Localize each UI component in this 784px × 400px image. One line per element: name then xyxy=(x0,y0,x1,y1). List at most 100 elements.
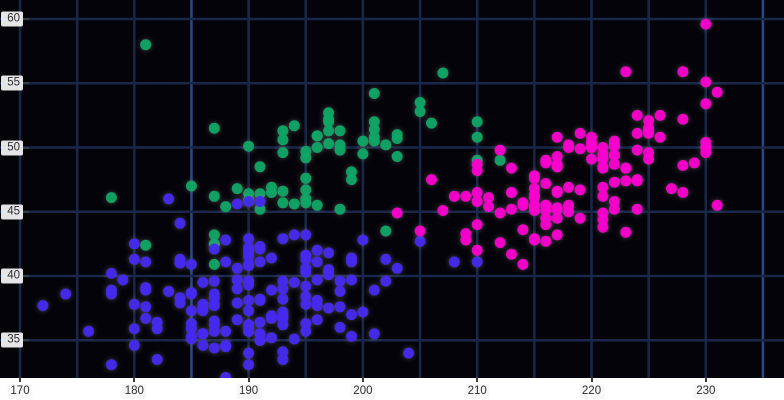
scatter-point xyxy=(620,226,632,238)
scatter-point xyxy=(574,212,586,224)
scatter-point xyxy=(414,106,426,117)
scatter-point xyxy=(140,256,152,268)
scatter-point xyxy=(277,233,289,245)
x-tick-mark xyxy=(704,377,707,382)
scatter-point xyxy=(368,88,380,99)
scatter-point xyxy=(471,131,483,143)
scatter-point xyxy=(483,201,495,213)
scatter-point xyxy=(208,258,220,270)
scatter-point xyxy=(551,203,563,215)
scatter-point xyxy=(346,274,357,286)
scatter-point xyxy=(311,130,323,142)
scatter-point xyxy=(551,229,563,241)
y-tick-label: 50 xyxy=(1,140,23,155)
scatter-point xyxy=(540,219,552,231)
scatter-point xyxy=(243,325,255,337)
scatter-point xyxy=(597,161,609,173)
scatter-point xyxy=(311,244,323,256)
scatter-point xyxy=(528,192,540,204)
scatter-point xyxy=(231,297,243,309)
scatter-point xyxy=(311,256,323,268)
x-tick-label: 170 xyxy=(7,384,33,399)
scatter-point xyxy=(506,162,517,174)
scatter-point xyxy=(551,187,563,198)
scatter-point xyxy=(220,201,232,213)
scatter-point xyxy=(243,242,255,254)
scatter-point xyxy=(220,325,232,337)
scatter-point xyxy=(494,144,506,156)
scatter-point xyxy=(528,234,540,246)
scatter-point xyxy=(494,154,506,166)
scatter-point xyxy=(551,131,563,143)
scatter-point xyxy=(185,258,197,270)
scatter-point xyxy=(254,294,266,306)
scatter-point xyxy=(597,190,609,202)
scatter-point xyxy=(677,187,689,198)
scatter-point xyxy=(300,298,312,310)
scatter-point xyxy=(540,157,552,169)
scatter-point xyxy=(346,256,357,268)
scatter-point xyxy=(677,113,689,125)
scatter-point xyxy=(597,221,609,233)
scatter-point xyxy=(631,175,643,187)
scatter-point xyxy=(231,274,243,286)
y-tick-mark xyxy=(23,18,29,20)
scatter-point xyxy=(700,98,712,110)
scatter-point xyxy=(643,127,655,139)
scatter-point xyxy=(277,185,289,197)
y-tick-mark xyxy=(23,210,29,213)
scatter-point xyxy=(300,145,312,157)
scatter-point xyxy=(460,234,472,246)
scatter-point xyxy=(300,318,312,329)
scatter-point xyxy=(334,125,346,137)
scatter-point xyxy=(266,252,277,264)
scatter-point xyxy=(300,280,312,292)
x-tick-mark xyxy=(133,377,136,382)
scatter-point xyxy=(620,175,632,187)
scatter-point xyxy=(243,347,255,359)
scatter-point xyxy=(288,333,300,345)
scatter-point xyxy=(414,97,426,108)
scatter-point xyxy=(574,184,586,196)
scatter-point xyxy=(311,314,323,326)
scatter-point xyxy=(700,76,712,88)
x-axis-margin xyxy=(0,378,784,400)
scatter-point xyxy=(471,187,483,198)
scatter-point xyxy=(540,199,552,211)
scatter-point xyxy=(311,300,323,312)
scatter-point xyxy=(346,309,357,321)
scatter-point xyxy=(37,300,49,312)
scatter-point xyxy=(208,315,220,327)
scatter-point xyxy=(208,292,220,304)
scatter-point xyxy=(711,199,723,211)
scatter-point xyxy=(346,330,357,342)
scatter-point xyxy=(231,198,243,210)
scatter-point xyxy=(105,359,117,371)
scatter-point xyxy=(105,267,117,279)
y-tick-mark xyxy=(23,275,29,277)
scatter-point xyxy=(300,325,312,337)
scatter-point xyxy=(277,283,289,295)
scatter-point xyxy=(346,174,357,186)
scatter-point xyxy=(197,301,209,313)
scatter-point xyxy=(666,183,677,195)
scatter-point xyxy=(437,67,449,79)
x-tick-label: 180 xyxy=(121,384,147,399)
scatter-point xyxy=(254,256,266,268)
scatter-point xyxy=(163,193,175,205)
scatter-point xyxy=(323,125,335,137)
x-tick-label: 200 xyxy=(350,384,376,399)
scatter-point xyxy=(300,262,312,274)
scatter-point xyxy=(243,294,255,306)
scatter-point xyxy=(506,248,517,260)
x-tick-label: 210 xyxy=(464,384,490,399)
scatter-point xyxy=(437,205,449,216)
scatter-point xyxy=(471,256,483,268)
scatter-point xyxy=(380,225,392,237)
scatter-point xyxy=(288,120,300,132)
scatter-point xyxy=(197,276,209,288)
scatter-point xyxy=(208,122,220,134)
scatter-point xyxy=(586,142,597,153)
scatter-point xyxy=(334,139,346,151)
scatter-point xyxy=(380,253,392,265)
